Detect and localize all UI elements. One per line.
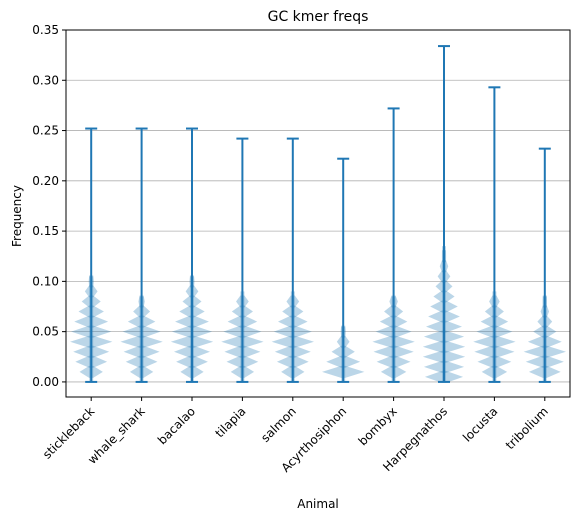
x-tick-label: salmon [258,404,299,445]
y-axis-ticks: 0.00 0.05 0.10 0.15 0.20 0.25 0.30 0.35 [32,23,66,389]
whiskers [85,45,551,383]
y-tick-label: 0.00 [32,375,59,389]
grid-lines [66,29,570,383]
x-tick-label: bombyx [356,404,400,448]
y-tick-label: 0.05 [32,325,59,339]
x-tick-label: bacalao [155,404,198,447]
y-axis-label: Frequency [10,185,24,247]
y-tick-label: 0.20 [32,174,59,188]
y-tick-label: 0.10 [32,274,59,288]
y-tick-label: 0.35 [32,23,59,37]
x-tick-label: tribolium [503,404,551,452]
y-tick-label: 0.25 [32,124,59,138]
plot-frame [65,29,571,398]
x-tick-label: tilapia [212,404,248,440]
x-tick-label: locusta [460,404,500,444]
y-tick-label: 0.30 [32,73,59,87]
x-axis-label: Animal [297,497,339,511]
chart-title: GC kmer freqs [268,9,369,25]
y-tick-label: 0.15 [32,224,59,238]
violins [70,246,566,383]
